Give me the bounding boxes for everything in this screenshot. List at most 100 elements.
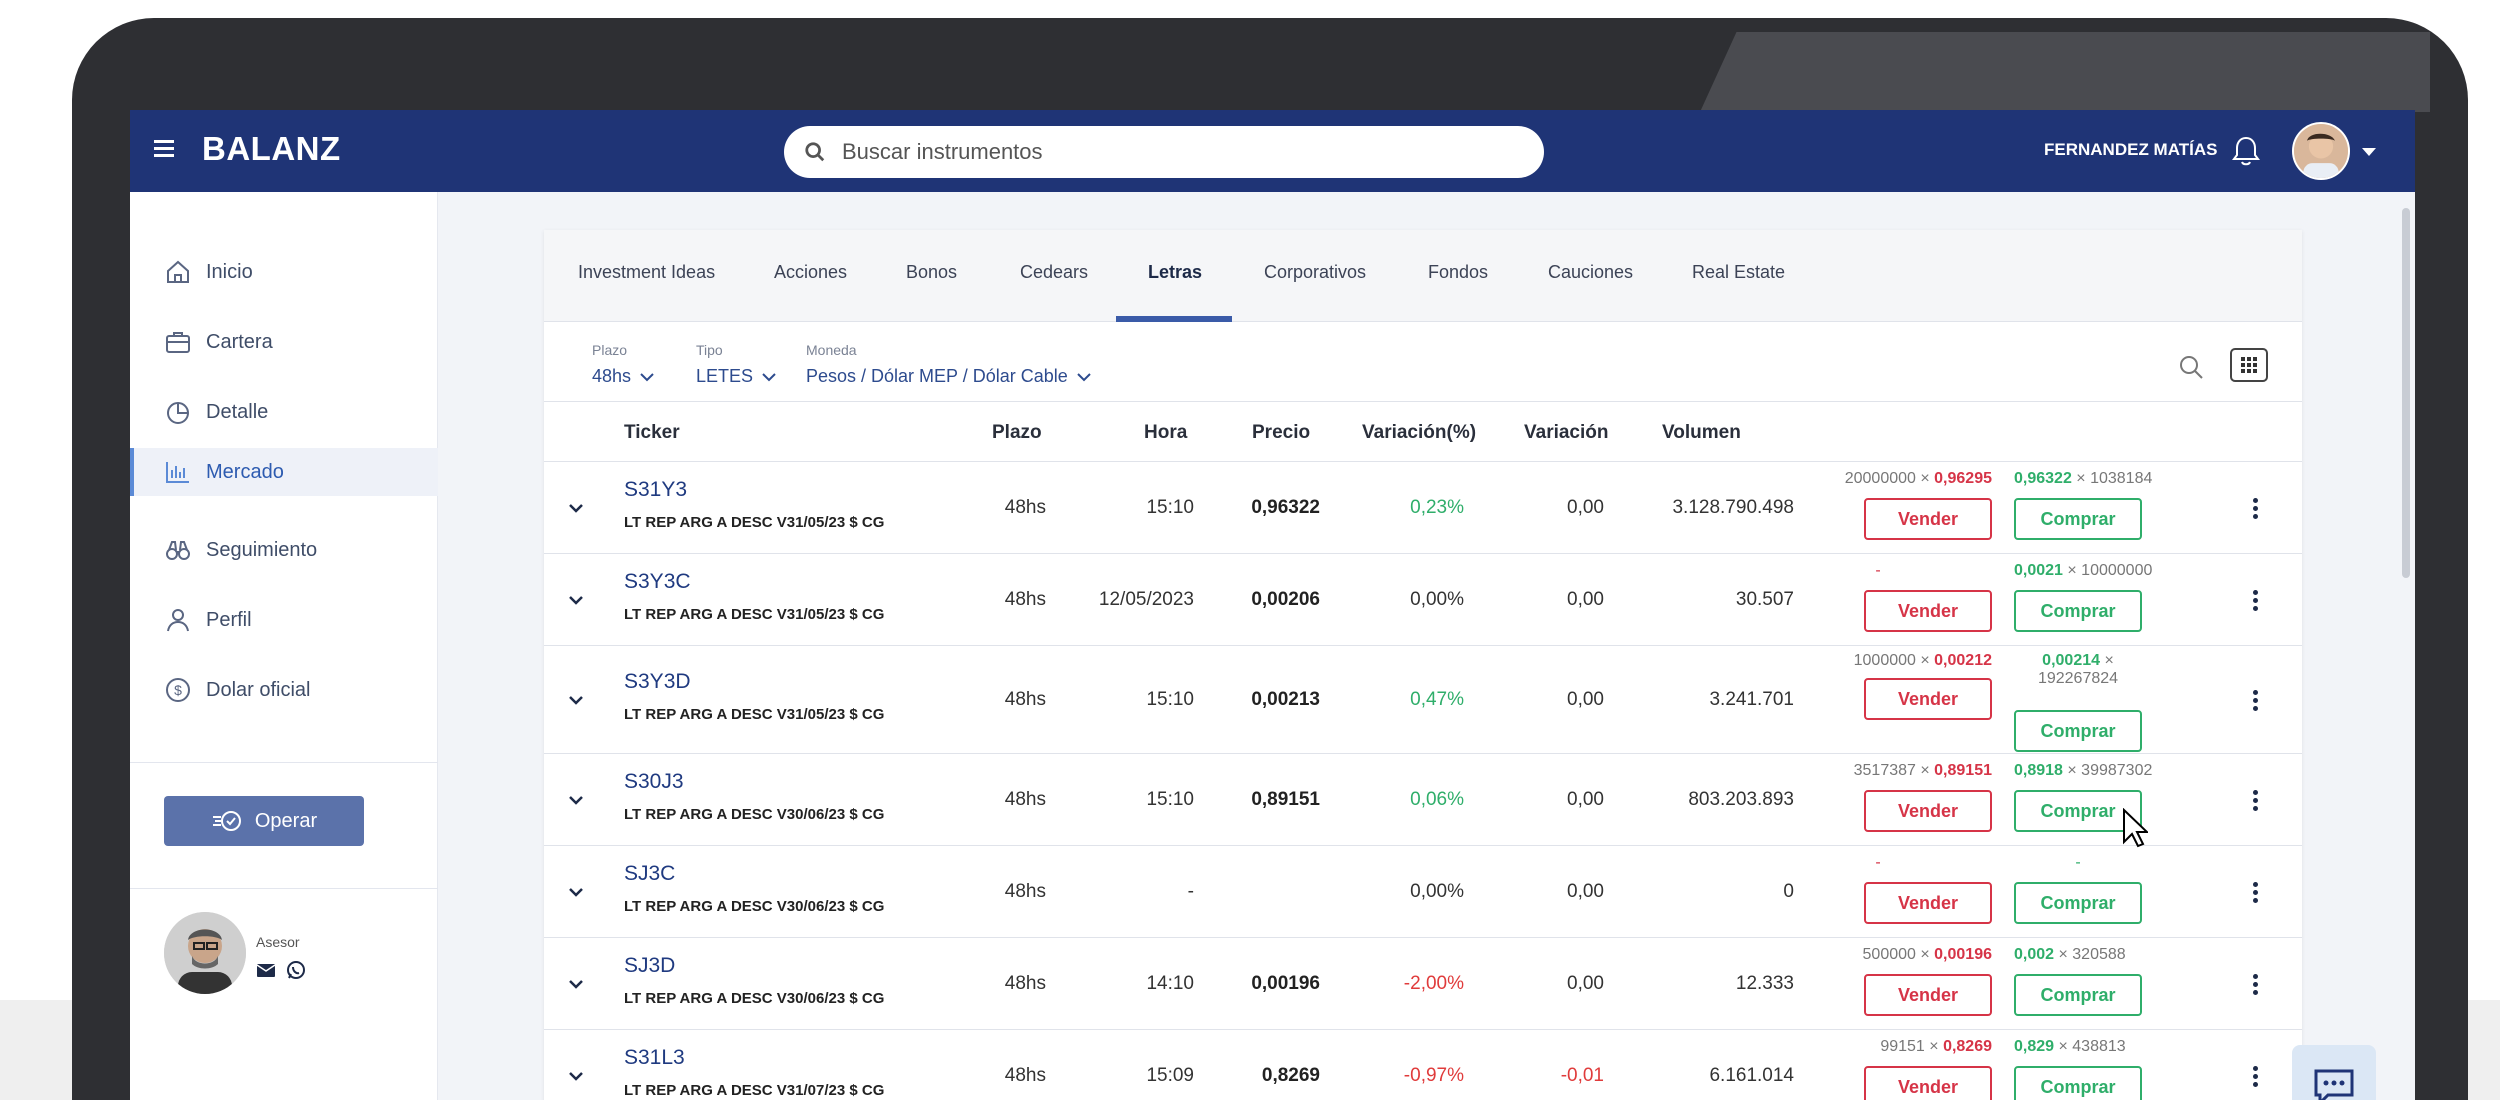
chevron-down-icon[interactable] xyxy=(568,1070,584,1082)
more-options-icon[interactable] xyxy=(2250,1063,2260,1089)
chat-icon xyxy=(2314,1069,2354,1100)
chevron-down-icon[interactable] xyxy=(568,794,584,806)
cell-variacion: -0,01 xyxy=(1560,1065,1604,1086)
cell-volumen: 6.161.014 xyxy=(1709,1065,1794,1086)
table-row[interactable]: S3Y3D LT REP ARG A DESC V31/05/23 $ CG 4… xyxy=(544,646,2302,754)
ticker-symbol[interactable]: S3Y3C xyxy=(624,570,691,593)
scrollbar[interactable] xyxy=(2402,208,2410,578)
cell-plazo: 48hs xyxy=(1004,589,1046,610)
buy-button[interactable]: Comprar xyxy=(2014,974,2142,1016)
buy-button[interactable]: Comprar xyxy=(2014,882,2142,924)
bell-icon[interactable] xyxy=(2230,134,2262,168)
more-options-icon[interactable] xyxy=(2250,495,2260,521)
sidebar-item-cartera[interactable]: Cartera xyxy=(130,318,438,366)
tab-investment-ideas[interactable]: Investment Ideas xyxy=(578,262,716,282)
header-variacion-pct[interactable]: Variación(%) xyxy=(1362,422,1477,443)
sidebar-item-dolar-oficial[interactable]: $ Dolar oficial xyxy=(130,666,438,714)
bid-quote: 1000000 × 0,00212 xyxy=(1853,652,1992,669)
sidebar-item-inicio[interactable]: Inicio xyxy=(130,248,438,296)
header-volumen[interactable]: Volumen xyxy=(1662,422,1741,443)
sell-button[interactable]: Vender xyxy=(1864,498,1992,540)
mail-icon[interactable] xyxy=(256,960,276,980)
more-options-icon[interactable] xyxy=(2250,587,2260,613)
ticker-symbol[interactable]: SJ3D xyxy=(624,954,676,977)
tab-letras[interactable]: Letras xyxy=(1148,262,1203,282)
ticker-symbol[interactable]: SJ3C xyxy=(624,862,676,885)
table-row[interactable]: S30J3 LT REP ARG A DESC V30/06/23 $ CG 4… xyxy=(544,754,2302,846)
search-icon[interactable] xyxy=(2178,354,2204,380)
ask-quote: 0,002 × 320588 xyxy=(2014,946,2126,963)
sidebar-item-detalle[interactable]: Detalle xyxy=(130,388,438,436)
chevron-down-icon[interactable] xyxy=(568,502,584,514)
menu-icon[interactable] xyxy=(154,136,182,164)
tab-fondos[interactable]: Fondos xyxy=(1428,262,1489,282)
ticker-description: LT REP ARG A DESC V30/06/23 $ CG xyxy=(624,806,885,823)
more-options-icon[interactable] xyxy=(2250,879,2260,905)
chevron-down-icon[interactable] xyxy=(568,694,584,706)
table-row[interactable]: S31Y3 LT REP ARG A DESC V31/05/23 $ CG 4… xyxy=(544,462,2302,554)
svg-text:$: $ xyxy=(174,682,182,698)
buy-button[interactable]: Comprar xyxy=(2014,590,2142,632)
more-options-icon[interactable] xyxy=(2250,787,2260,813)
ticker-symbol[interactable]: S31L3 xyxy=(624,1046,685,1069)
chevron-down-icon[interactable] xyxy=(568,594,584,606)
table-row[interactable]: SJ3D LT REP ARG A DESC V30/06/23 $ CG 48… xyxy=(544,938,2302,1030)
sell-button[interactable]: Vender xyxy=(1864,882,1992,924)
sidebar-item-mercado[interactable]: Mercado xyxy=(130,448,438,496)
sell-button[interactable]: Vender xyxy=(1864,790,1992,832)
whatsapp-icon[interactable] xyxy=(286,960,306,980)
bid-quote: 3517387 × 0,89151 xyxy=(1853,762,1992,779)
chevron-down-icon[interactable] xyxy=(2362,148,2376,156)
header-ticker[interactable]: Ticker xyxy=(624,422,680,443)
chevron-down-icon[interactable] xyxy=(568,886,584,898)
filter-tipo-select[interactable]: LETES xyxy=(696,366,777,387)
sell-button[interactable]: Vender xyxy=(1864,1066,1992,1100)
tab-bonos[interactable]: Bonos xyxy=(906,262,958,282)
header-plazo[interactable]: Plazo xyxy=(992,422,1042,443)
sell-button[interactable]: Vender xyxy=(1864,590,1992,632)
user-icon xyxy=(167,609,189,632)
buy-button[interactable]: Comprar xyxy=(2014,1066,2142,1100)
cell-variacion-pct: 0,06% xyxy=(1410,789,1464,810)
search-input[interactable] xyxy=(842,139,1492,165)
user-avatar[interactable] xyxy=(2292,122,2350,180)
filter-plazo-select[interactable]: 48hs xyxy=(592,366,655,387)
cell-plazo: 48hs xyxy=(1004,881,1046,902)
search-bar[interactable] xyxy=(784,126,1544,178)
sidebar-item-seguimiento[interactable]: Seguimiento xyxy=(130,526,438,574)
tab-cedears[interactable]: Cedears xyxy=(1020,262,1089,282)
header-variacion[interactable]: Variación xyxy=(1524,422,1609,443)
cell-variacion-pct: 0,00% xyxy=(1410,589,1464,610)
sell-button[interactable]: Vender xyxy=(1864,678,1992,720)
filter-moneda-select[interactable]: Pesos / Dólar MEP / Dólar Cable xyxy=(806,366,1092,387)
tab-real-estate[interactable]: Real Estate xyxy=(1692,262,1786,282)
ticker-symbol[interactable]: S30J3 xyxy=(624,770,684,793)
table-row[interactable]: S3Y3C LT REP ARG A DESC V31/05/23 $ CG 4… xyxy=(544,554,2302,646)
more-options-icon[interactable] xyxy=(2250,687,2260,713)
tab-acciones[interactable]: Acciones xyxy=(774,262,848,282)
table-row[interactable]: S31L3 LT REP ARG A DESC V31/07/23 $ CG 4… xyxy=(544,1030,2302,1100)
bid-quote: - xyxy=(1828,562,1928,580)
cell-precio: 0,00206 xyxy=(1251,589,1320,610)
buy-button[interactable]: Comprar xyxy=(2014,710,2142,752)
operar-button[interactable]: Operar xyxy=(164,796,364,846)
grid-view-button[interactable] xyxy=(2230,348,2268,382)
buy-button[interactable]: Comprar xyxy=(2014,790,2142,832)
ticker-symbol[interactable]: S31Y3 xyxy=(624,478,688,501)
chat-button[interactable] xyxy=(2292,1045,2376,1100)
tab-cauciones[interactable]: Cauciones xyxy=(1548,262,1634,282)
ticker-description: LT REP ARG A DESC V31/07/23 $ CG xyxy=(624,1082,885,1099)
sell-button[interactable]: Vender xyxy=(1864,974,1992,1016)
filter-plazo-label: Plazo xyxy=(592,342,628,358)
chevron-down-icon[interactable] xyxy=(568,978,584,990)
table-row[interactable]: SJ3C LT REP ARG A DESC V30/06/23 $ CG 48… xyxy=(544,846,2302,938)
buy-button[interactable]: Comprar xyxy=(2014,498,2142,540)
sidebar-item-perfil[interactable]: Perfil xyxy=(130,596,438,644)
tab-corporativos[interactable]: Corporativos xyxy=(1264,262,1367,282)
advisor-contact xyxy=(256,960,306,980)
header-hora[interactable]: Hora xyxy=(1144,422,1188,443)
more-options-icon[interactable] xyxy=(2250,971,2260,997)
ticker-symbol[interactable]: S3Y3D xyxy=(624,670,691,693)
sidebar-item-label: Detalle xyxy=(206,400,269,423)
header-precio[interactable]: Precio xyxy=(1252,422,1311,443)
